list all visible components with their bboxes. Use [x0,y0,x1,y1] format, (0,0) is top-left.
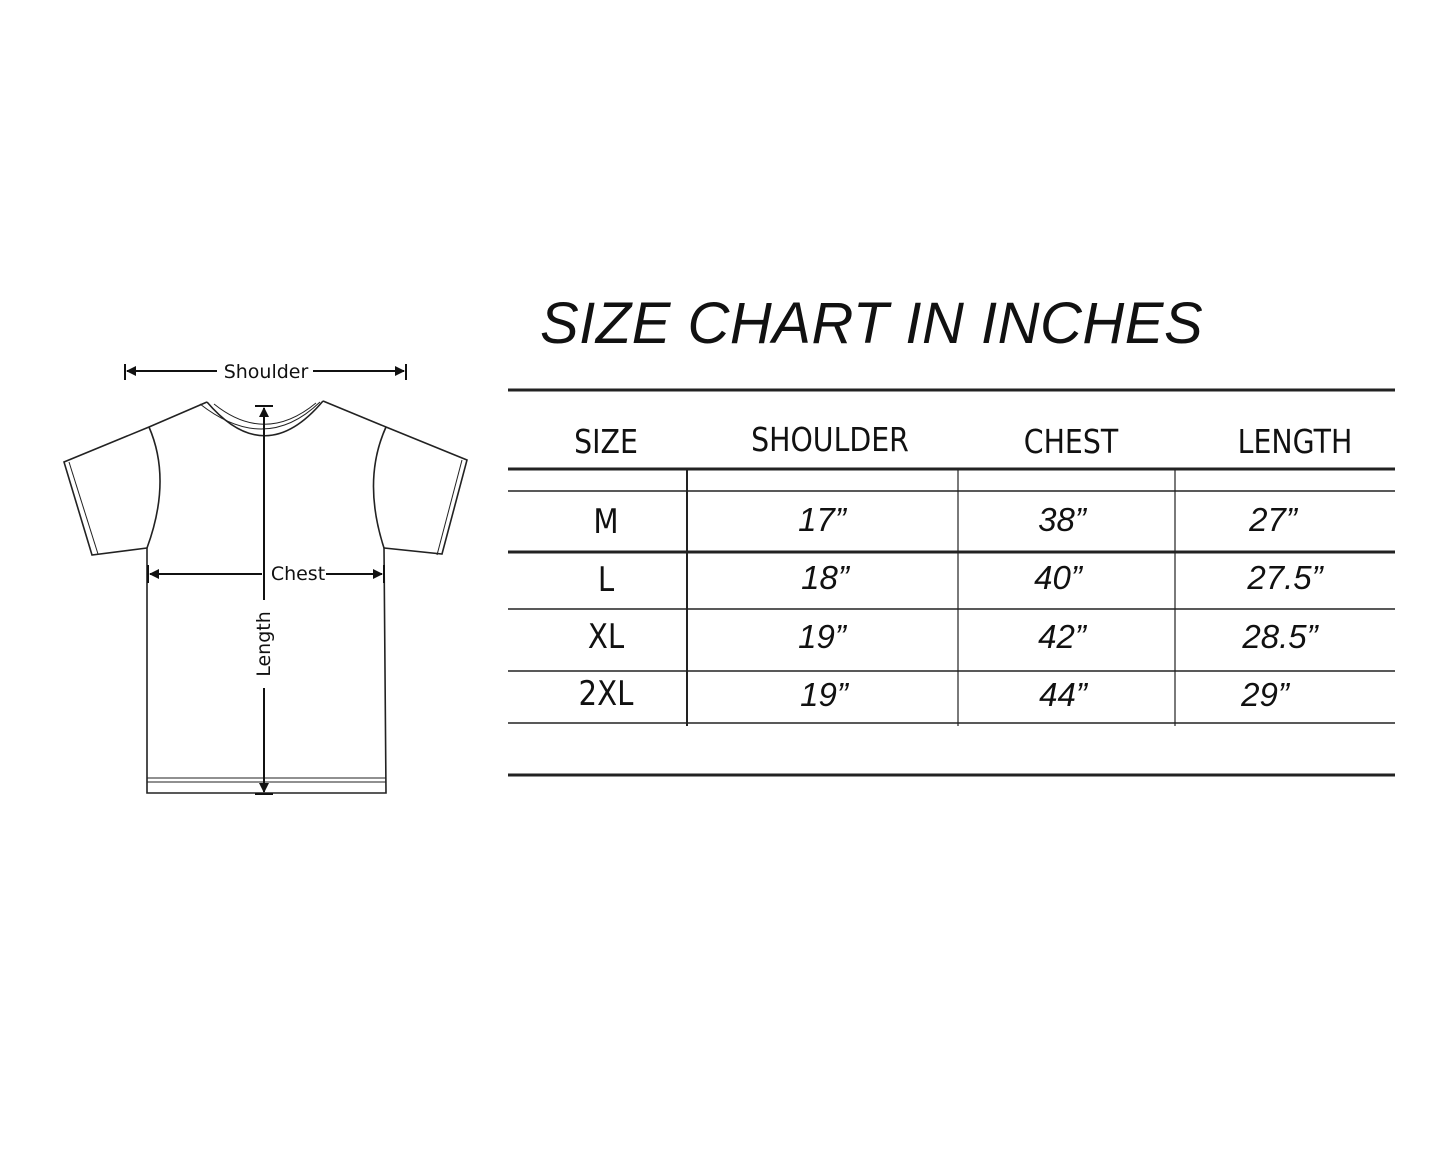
shoulder-cell: 19” [800,676,848,713]
length-cell: 27” [1249,501,1297,538]
length-cell: 28.5” [1242,618,1318,655]
shoulder-cell: 18” [801,559,849,596]
shoulder-label: Shoulder [224,361,309,383]
size-cell: M [593,502,619,542]
shoulder-cell: 17” [798,501,846,538]
header-chest: CHEST [1023,422,1119,461]
chest-cell: 40” [1034,559,1082,596]
chest-cell: 42” [1038,618,1086,655]
chest-cell: 44” [1039,676,1087,713]
chest-label: Chest [271,563,325,585]
size-cell: 2XL [578,674,634,714]
tshirt-icon [63,400,468,794]
page-title: SIZE CHART IN INCHES [540,291,1204,356]
chest-cell: 38” [1038,501,1086,538]
header-length: LENGTH [1237,422,1353,461]
header-shoulder: SHOULDER [751,420,909,459]
chest-measure [147,565,385,583]
size-table-grid [508,388,1395,777]
size-cell: L [597,560,615,600]
length-measure [255,405,273,795]
length-cell: 27.5” [1247,559,1323,596]
shoulder-measure [124,364,407,380]
length-label: Length [253,611,275,677]
header-size: SIZE [574,422,638,461]
size-cell: XL [587,617,625,657]
shoulder-cell: 19” [798,618,846,655]
length-cell: 29” [1241,676,1289,713]
